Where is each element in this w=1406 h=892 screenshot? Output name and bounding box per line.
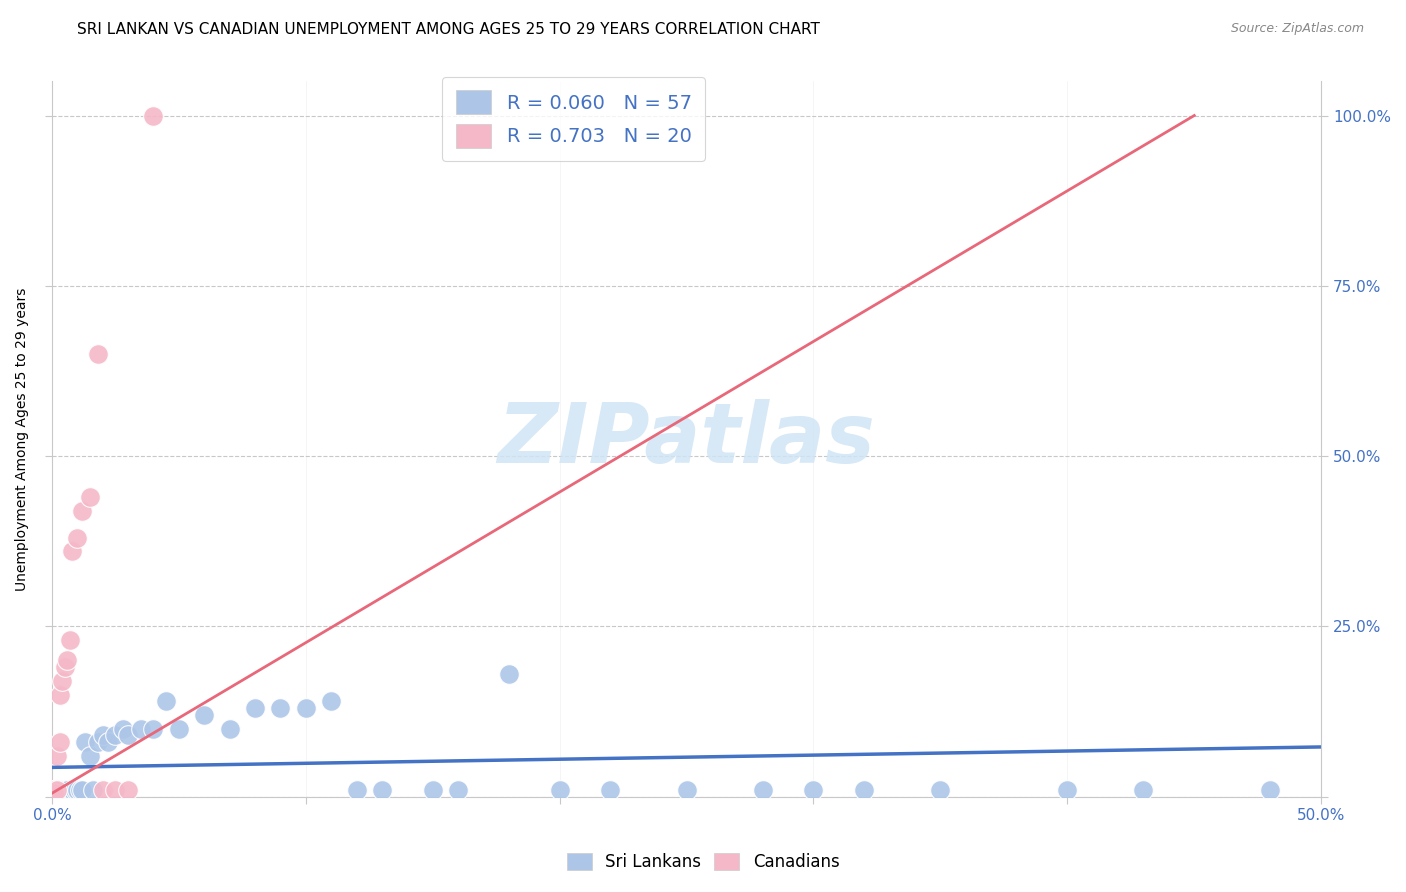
Point xyxy=(44,782,66,797)
Point xyxy=(44,786,66,800)
Point xyxy=(142,722,165,736)
Point xyxy=(1260,782,1282,797)
Point xyxy=(675,782,697,797)
Point xyxy=(53,782,76,797)
Point xyxy=(142,108,165,122)
Point xyxy=(548,782,571,797)
Point xyxy=(46,782,69,797)
Point xyxy=(59,632,82,647)
Point xyxy=(79,748,101,763)
Point xyxy=(48,786,70,800)
Point xyxy=(66,782,89,797)
Point xyxy=(218,722,240,736)
Point xyxy=(51,786,73,800)
Point xyxy=(853,782,876,797)
Point xyxy=(44,782,66,797)
Point xyxy=(929,782,952,797)
Point xyxy=(48,782,70,797)
Text: SRI LANKAN VS CANADIAN UNEMPLOYMENT AMONG AGES 25 TO 29 YEARS CORRELATION CHART: SRI LANKAN VS CANADIAN UNEMPLOYMENT AMON… xyxy=(77,22,820,37)
Point xyxy=(44,782,66,797)
Point xyxy=(44,786,66,800)
Point xyxy=(422,782,444,797)
Point xyxy=(193,707,215,722)
Point xyxy=(599,782,621,797)
Point xyxy=(86,347,108,361)
Point xyxy=(498,667,520,681)
Y-axis label: Unemployment Among Ages 25 to 29 years: Unemployment Among Ages 25 to 29 years xyxy=(15,287,30,591)
Point xyxy=(104,728,127,742)
Point xyxy=(73,735,96,749)
Point xyxy=(60,782,83,797)
Point xyxy=(69,782,91,797)
Point xyxy=(44,782,66,797)
Text: Source: ZipAtlas.com: Source: ZipAtlas.com xyxy=(1230,22,1364,36)
Point xyxy=(79,490,101,504)
Point xyxy=(53,786,76,800)
Point xyxy=(53,660,76,674)
Point xyxy=(51,782,73,797)
Point xyxy=(46,748,69,763)
Point xyxy=(48,782,70,797)
Point xyxy=(51,673,73,688)
Point xyxy=(48,688,70,702)
Point xyxy=(82,782,104,797)
Point xyxy=(117,782,139,797)
Point xyxy=(371,782,394,797)
Point xyxy=(269,701,291,715)
Point xyxy=(72,782,94,797)
Point xyxy=(91,782,114,797)
Point xyxy=(294,701,316,715)
Point xyxy=(46,786,69,800)
Point xyxy=(86,735,108,749)
Point xyxy=(56,782,79,797)
Legend: R = 0.060   N = 57, R = 0.703   N = 20: R = 0.060 N = 57, R = 0.703 N = 20 xyxy=(443,77,706,161)
Point xyxy=(1056,782,1078,797)
Point xyxy=(59,786,82,800)
Point xyxy=(321,694,343,708)
Text: ZIPatlas: ZIPatlas xyxy=(498,399,876,480)
Point xyxy=(56,653,79,667)
Point xyxy=(104,782,127,797)
Point xyxy=(72,503,94,517)
Point xyxy=(44,782,66,797)
Legend: Sri Lankans, Canadians: Sri Lankans, Canadians xyxy=(558,845,848,880)
Point xyxy=(44,786,66,800)
Point xyxy=(346,782,368,797)
Point xyxy=(803,782,825,797)
Point xyxy=(117,728,139,742)
Point xyxy=(60,544,83,558)
Point xyxy=(155,694,177,708)
Point xyxy=(243,701,266,715)
Point xyxy=(751,782,773,797)
Point xyxy=(167,722,190,736)
Point xyxy=(66,531,89,545)
Point xyxy=(46,782,69,797)
Point xyxy=(111,722,134,736)
Point xyxy=(129,722,152,736)
Point xyxy=(46,782,69,797)
Point xyxy=(91,728,114,742)
Point xyxy=(447,782,470,797)
Point xyxy=(97,735,120,749)
Point xyxy=(48,735,70,749)
Point xyxy=(46,786,69,800)
Point xyxy=(63,782,86,797)
Point xyxy=(1132,782,1154,797)
